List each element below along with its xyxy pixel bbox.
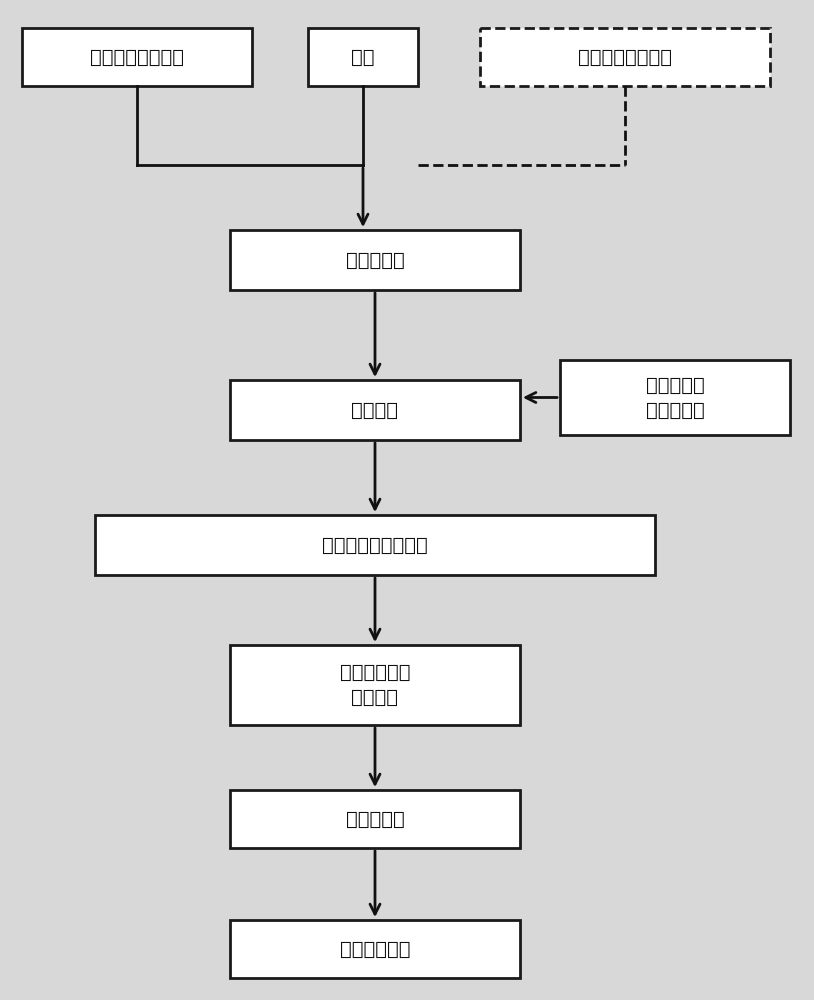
Text: 经预热加压
的超临界水: 经预热加压 的超临界水 (646, 375, 704, 420)
FancyBboxPatch shape (230, 920, 520, 978)
Text: 纳米颗粒产物: 纳米颗粒产物 (339, 940, 410, 958)
FancyBboxPatch shape (95, 515, 655, 575)
FancyBboxPatch shape (22, 28, 252, 86)
Text: 超临界水热合成反应: 超临界水热合成反应 (322, 536, 428, 554)
FancyBboxPatch shape (230, 230, 520, 290)
FancyBboxPatch shape (230, 380, 520, 440)
FancyBboxPatch shape (560, 360, 790, 435)
Text: 冷却、收集、
离心分离: 冷却、收集、 离心分离 (339, 663, 410, 707)
FancyBboxPatch shape (308, 28, 418, 86)
FancyBboxPatch shape (480, 28, 770, 86)
Text: 还原剂和有机配体: 还原剂和有机配体 (578, 47, 672, 66)
Text: 常温下混合: 常温下混合 (346, 250, 405, 269)
FancyBboxPatch shape (230, 790, 520, 848)
Text: 碱液: 碱液 (352, 47, 374, 66)
FancyBboxPatch shape (230, 645, 520, 725)
Text: 混合升温: 混合升温 (352, 400, 399, 420)
Text: 可溶性金属盐溶液: 可溶性金属盐溶液 (90, 47, 184, 66)
Text: 洗涤、干燥: 洗涤、干燥 (346, 810, 405, 828)
